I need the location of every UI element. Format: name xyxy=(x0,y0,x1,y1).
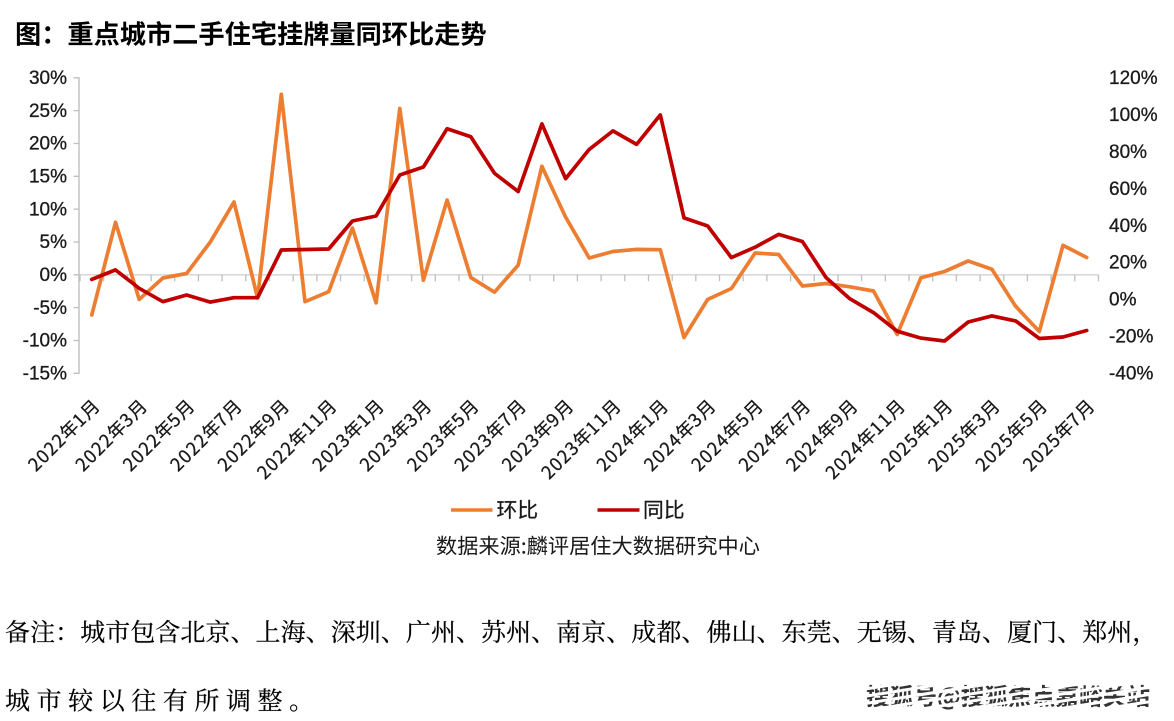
svg-text:40%: 40% xyxy=(1109,216,1147,237)
svg-text:80%: 80% xyxy=(1109,142,1147,163)
svg-text:-40%: -40% xyxy=(1109,364,1153,385)
svg-text:0%: 0% xyxy=(1109,290,1137,311)
svg-text:20%: 20% xyxy=(1109,253,1147,274)
svg-text:20%: 20% xyxy=(29,134,67,155)
svg-text:-5%: -5% xyxy=(33,298,67,319)
svg-text:60%: 60% xyxy=(1109,179,1147,200)
svg-text:100%: 100% xyxy=(1109,105,1158,126)
svg-text:5%: 5% xyxy=(40,232,68,253)
svg-text:-10%: -10% xyxy=(23,331,67,352)
svg-text:15%: 15% xyxy=(29,167,67,188)
svg-text:120%: 120% xyxy=(1109,68,1158,89)
svg-text:0%: 0% xyxy=(40,265,68,286)
svg-text:-15%: -15% xyxy=(23,364,67,385)
svg-text:-20%: -20% xyxy=(1109,327,1153,348)
svg-text:10%: 10% xyxy=(29,199,67,220)
svg-text:30%: 30% xyxy=(29,68,67,89)
svg-text:25%: 25% xyxy=(29,101,67,122)
